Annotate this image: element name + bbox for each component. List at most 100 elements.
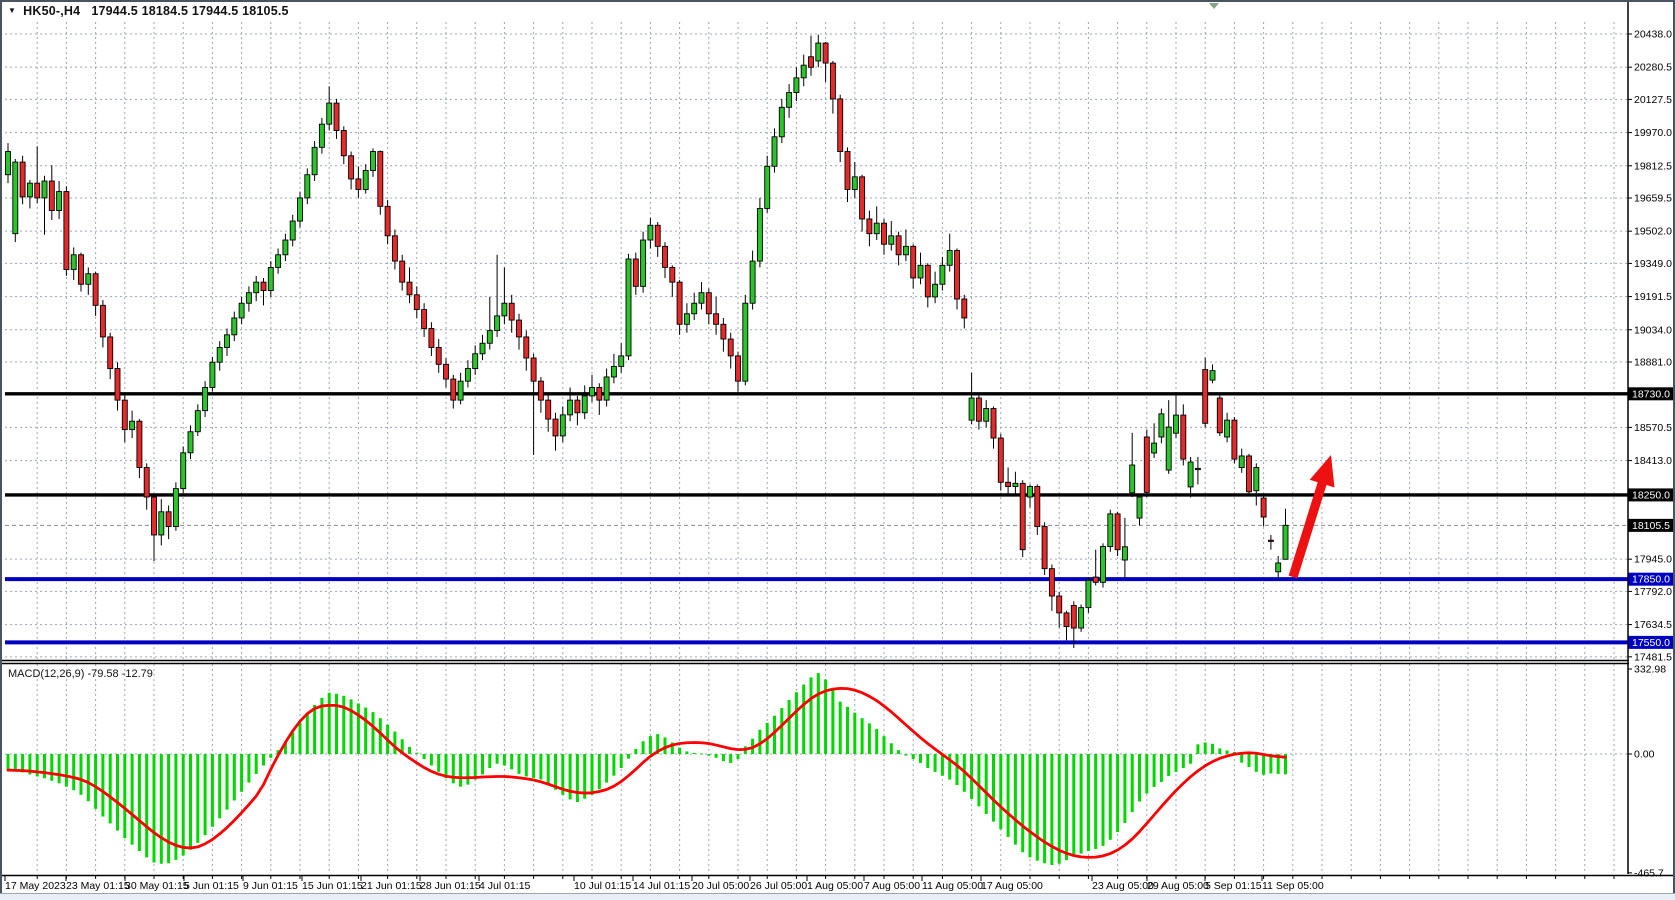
- candle[interactable]: [1114, 513, 1121, 551]
- candle[interactable]: [1260, 497, 1267, 518]
- candle[interactable]: [253, 281, 260, 294]
- candle[interactable]: [370, 151, 376, 171]
- candle[interactable]: [421, 309, 428, 329]
- candle[interactable]: [151, 496, 157, 536]
- candle[interactable]: [1231, 419, 1238, 460]
- candle[interactable]: [450, 378, 457, 401]
- candle[interactable]: [1246, 455, 1252, 493]
- candle[interactable]: [1143, 436, 1150, 493]
- candle[interactable]: [202, 387, 209, 412]
- candle[interactable]: [632, 258, 639, 287]
- candle[interactable]: [954, 250, 960, 300]
- candle[interactable]: [786, 92, 793, 108]
- candle[interactable]: [676, 281, 683, 325]
- candle[interactable]: [1012, 482, 1019, 487]
- candle[interactable]: [165, 511, 172, 527]
- candle[interactable]: [289, 220, 296, 241]
- candle[interactable]: [647, 224, 654, 241]
- candle[interactable]: [1121, 546, 1128, 561]
- candle[interactable]: [209, 361, 216, 388]
- candle[interactable]: [859, 176, 866, 220]
- candle[interactable]: [267, 266, 274, 292]
- candle[interactable]: [895, 235, 902, 256]
- candle[interactable]: [523, 336, 530, 359]
- candle[interactable]: [384, 205, 391, 237]
- candle[interactable]: [946, 250, 953, 266]
- macd-panel[interactable]: [6, 673, 1288, 866]
- candle[interactable]: [19, 161, 26, 198]
- candle[interactable]: [990, 408, 997, 439]
- candle[interactable]: [377, 151, 384, 207]
- candle[interactable]: [1005, 481, 1012, 487]
- candle[interactable]: [574, 399, 581, 414]
- candle[interactable]: [1129, 464, 1136, 494]
- candle[interactable]: [479, 342, 486, 355]
- candle[interactable]: [873, 222, 880, 235]
- candle[interactable]: [70, 254, 77, 270]
- candle[interactable]: [1194, 467, 1201, 471]
- candle[interactable]: [516, 319, 522, 338]
- candle[interactable]: [1034, 486, 1041, 527]
- candle[interactable]: [1078, 607, 1085, 629]
- candle[interactable]: [1056, 595, 1063, 614]
- candle[interactable]: [1063, 612, 1070, 628]
- candle[interactable]: [822, 42, 829, 64]
- candle[interactable]: [713, 313, 720, 325]
- candle[interactable]: [136, 420, 143, 468]
- candle[interactable]: [691, 302, 698, 315]
- candle[interactable]: [1070, 605, 1077, 629]
- candle[interactable]: [1092, 576, 1099, 583]
- candle[interactable]: [121, 399, 128, 431]
- candle[interactable]: [107, 336, 114, 369]
- candle[interactable]: [472, 353, 479, 369]
- candle[interactable]: [12, 161, 19, 235]
- candle[interactable]: [41, 180, 48, 199]
- candle[interactable]: [391, 235, 398, 262]
- candle[interactable]: [129, 420, 136, 431]
- candle[interactable]: [399, 260, 406, 283]
- candle[interactable]: [245, 292, 252, 304]
- candle[interactable]: [5, 151, 11, 176]
- candle[interactable]: [26, 182, 33, 198]
- candle[interactable]: [231, 317, 238, 336]
- candle[interactable]: [340, 130, 347, 157]
- candle[interactable]: [968, 397, 975, 421]
- candle[interactable]: [224, 334, 230, 348]
- candle[interactable]: [318, 123, 325, 148]
- candle[interactable]: [829, 62, 836, 100]
- candle[interactable]: [48, 180, 55, 211]
- candle[interactable]: [720, 323, 727, 340]
- price-axis[interactable]: 20438.0 20280.5 20127.5 19970.0 19812.5 19659…: [1627, 2, 1674, 879]
- candle[interactable]: [808, 56, 814, 68]
- candle[interactable]: [764, 165, 771, 209]
- candle[interactable]: [275, 254, 282, 268]
- candle[interactable]: [494, 315, 501, 332]
- candle[interactable]: [800, 64, 807, 79]
- candle[interactable]: [311, 146, 318, 176]
- candle[interactable]: [749, 260, 756, 304]
- candle[interactable]: [961, 298, 968, 319]
- candle[interactable]: [260, 281, 267, 292]
- candle[interactable]: [92, 273, 99, 306]
- candle[interactable]: [1275, 562, 1282, 573]
- candle[interactable]: [705, 292, 712, 315]
- candle[interactable]: [683, 313, 690, 325]
- candle[interactable]: [530, 357, 537, 382]
- candle[interactable]: [78, 254, 84, 285]
- candle[interactable]: [194, 410, 201, 433]
- candle[interactable]: [238, 302, 245, 319]
- candle[interactable]: [545, 399, 552, 420]
- candle[interactable]: [304, 174, 311, 199]
- candle[interactable]: [537, 380, 544, 401]
- candle[interactable]: [1019, 482, 1026, 551]
- candle[interactable]: [910, 245, 917, 279]
- candle[interactable]: [778, 106, 785, 138]
- candle[interactable]: [1165, 426, 1172, 471]
- support-resistance-lines[interactable]: [5, 392, 1628, 645]
- candle[interactable]: [1107, 513, 1114, 547]
- candle[interactable]: [428, 328, 435, 348]
- candle[interactable]: [1238, 455, 1245, 468]
- candle[interactable]: [596, 387, 603, 401]
